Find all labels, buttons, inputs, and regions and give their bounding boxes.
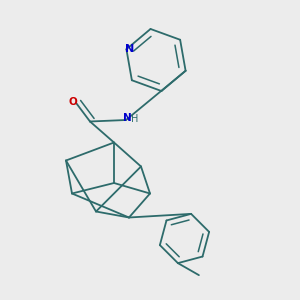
Text: H: H xyxy=(131,114,138,124)
Text: N: N xyxy=(123,113,132,123)
Text: O: O xyxy=(68,97,77,107)
Text: N: N xyxy=(125,44,135,54)
